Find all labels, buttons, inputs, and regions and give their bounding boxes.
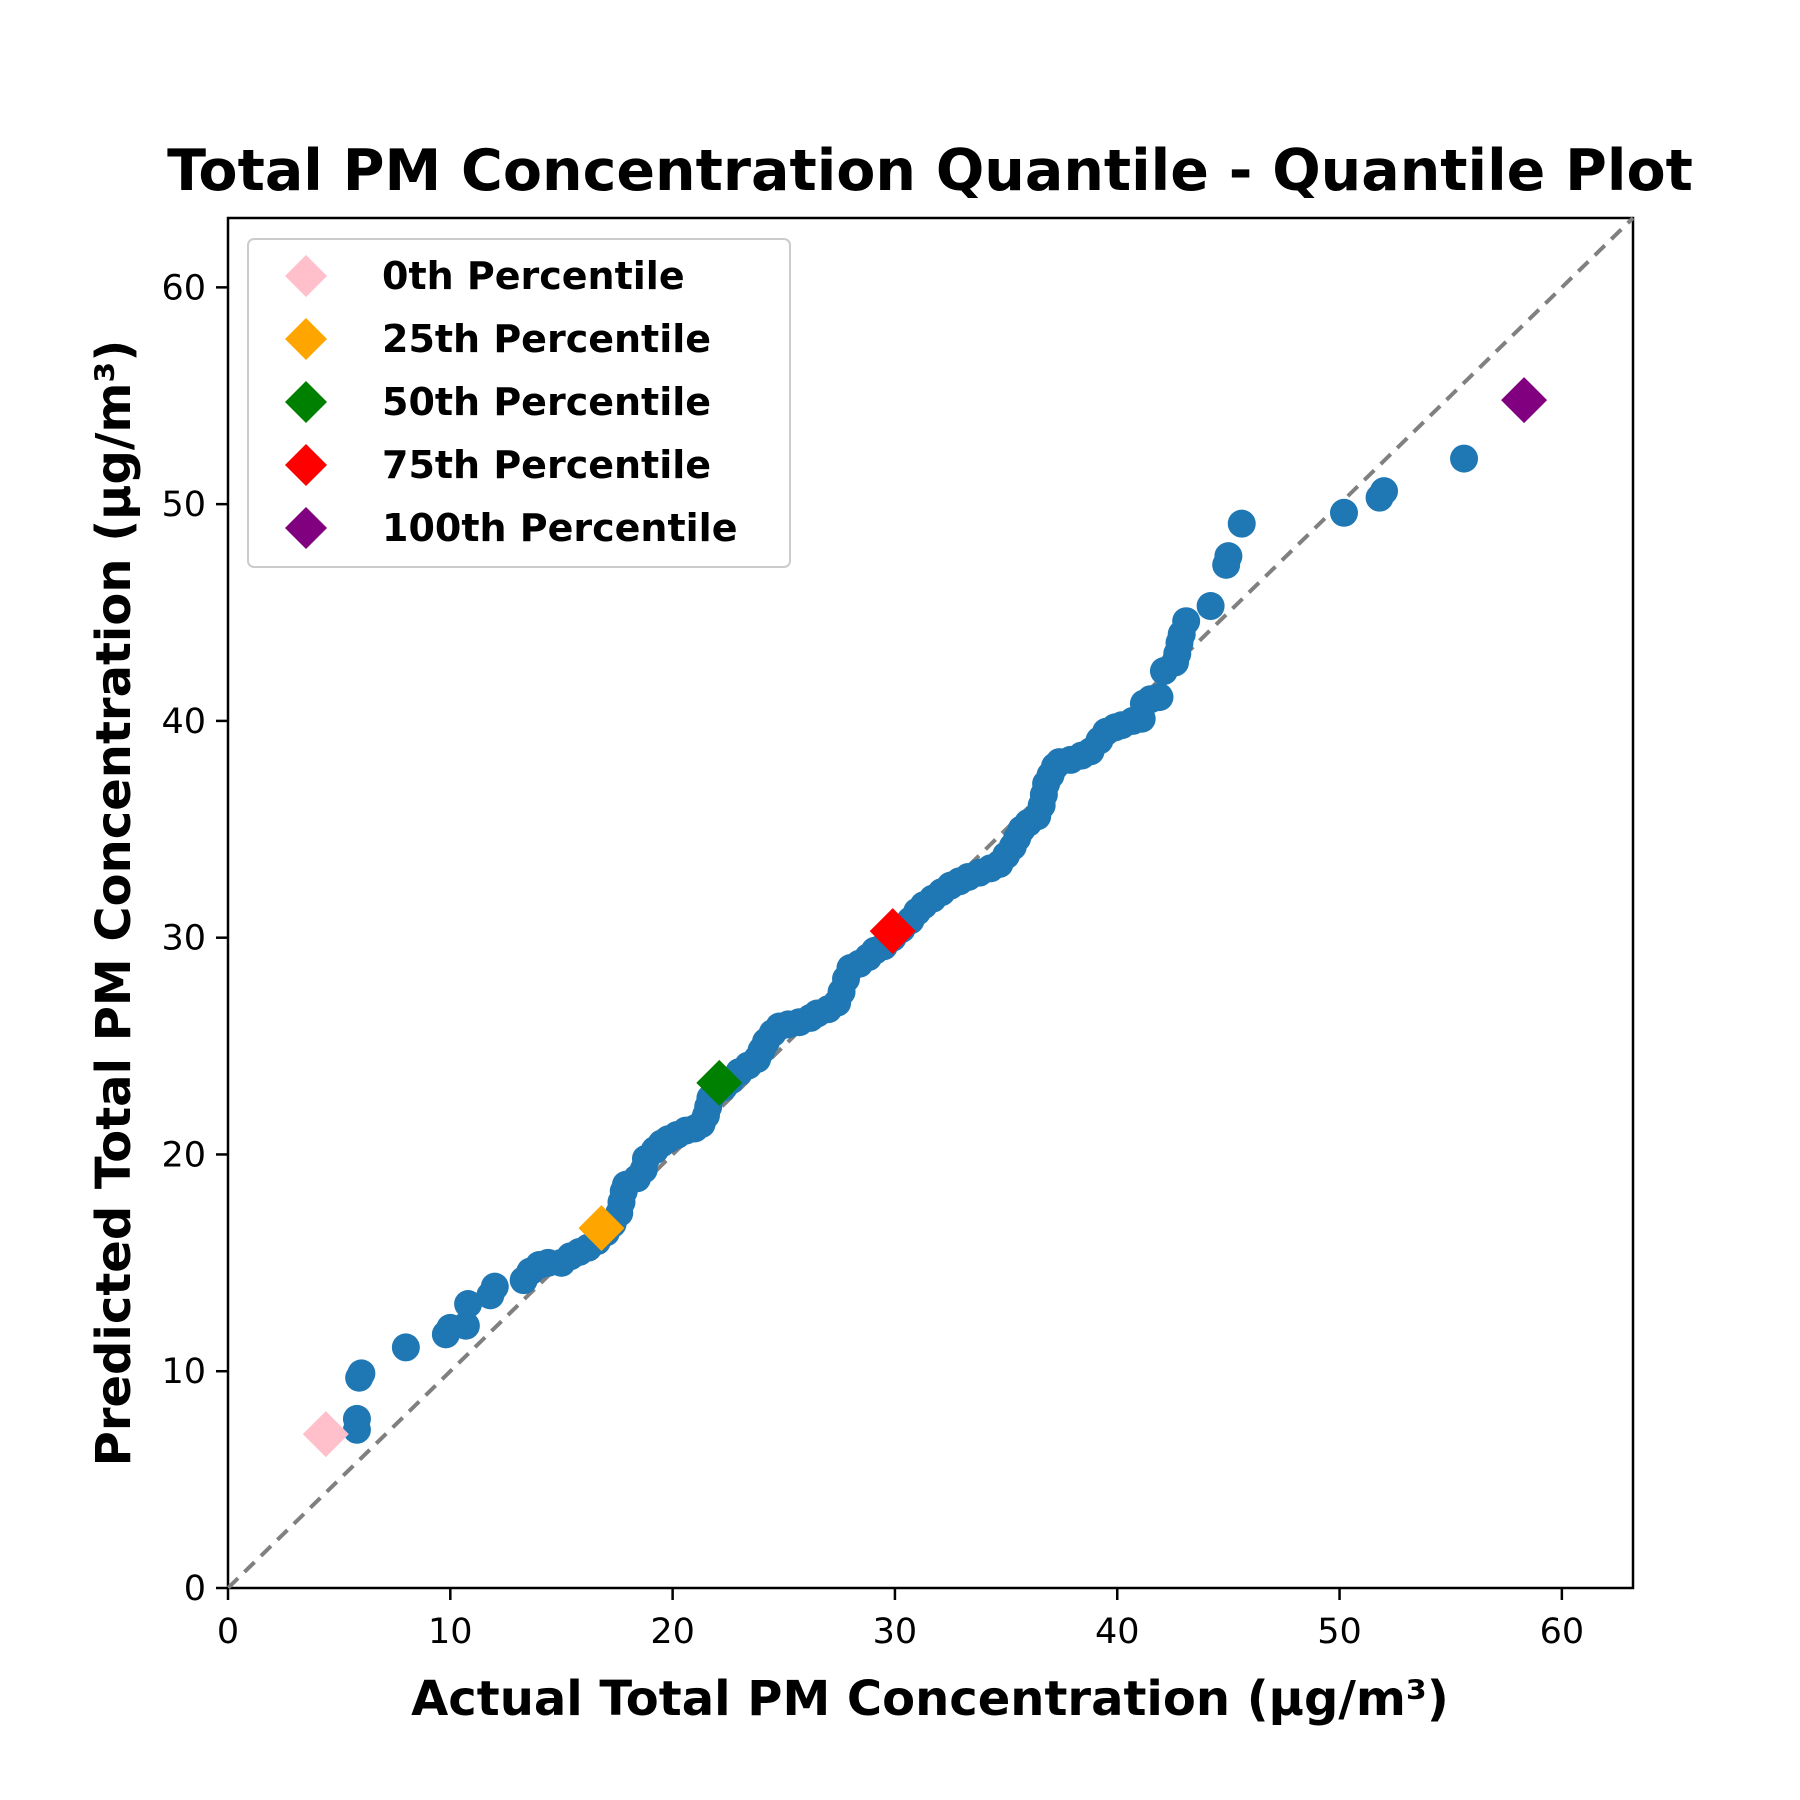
- chart-title: Total PM Concentration Quantile - Quanti…: [167, 138, 1693, 204]
- x-tick-label: 20: [650, 1612, 695, 1652]
- axes-frame: [226, 216, 1635, 1590]
- y-tick-label: 30: [161, 919, 206, 959]
- y-axis-label: Predicted Total PM Concentration (µg/m³): [86, 340, 142, 1467]
- y-axis-ticks: 0 10 20 30 40 50 60: [161, 268, 228, 1609]
- scatter-point: [480, 1272, 509, 1301]
- legend-label: 0th Percentile: [382, 254, 685, 298]
- y-tick-label: 0: [184, 1569, 206, 1609]
- legend-label: 100th Percentile: [382, 506, 737, 550]
- scatter-point: [1450, 444, 1479, 473]
- legend-box: [247, 238, 791, 568]
- x-axis-ticks: 0 10 20 30 40 50 60: [217, 1588, 1584, 1652]
- scatter-point: [342, 1404, 371, 1433]
- legend-label: 25th Percentile: [382, 317, 711, 361]
- reference-line: [226, 216, 1635, 1590]
- scatter-point: [1196, 592, 1225, 621]
- x-tick-label: 60: [1540, 1612, 1585, 1652]
- legend-marker: [285, 318, 327, 360]
- scatter-point: [347, 1359, 376, 1388]
- y-tick-label: 60: [161, 268, 206, 308]
- x-axis-label: Actual Total PM Concentration (µg/m³): [411, 1671, 1449, 1727]
- percentile-marker: [869, 908, 916, 955]
- scatter-point: [1145, 683, 1174, 712]
- percentile-marker: [302, 1411, 349, 1458]
- percentile-markers: [302, 377, 1548, 1458]
- percentile-marker: [696, 1059, 743, 1106]
- legend-marker: [285, 255, 327, 297]
- x-tick-label: 50: [1317, 1612, 1362, 1652]
- x-tick-label: 10: [428, 1612, 473, 1652]
- scatter-point: [1370, 477, 1399, 506]
- plot-area: [226, 216, 1635, 1590]
- scatter-series: [342, 444, 1479, 1444]
- x-tick-label: 40: [1095, 1612, 1140, 1652]
- scatter-point: [454, 1290, 483, 1319]
- scatter-point: [1172, 607, 1201, 636]
- legend-marker: [285, 507, 327, 549]
- legend: 0th Percentile 25th Percentile 50th Percen…: [247, 238, 791, 568]
- y-tick-label: 50: [161, 485, 206, 525]
- x-tick-label: 30: [873, 1612, 918, 1652]
- scatter-point: [1227, 509, 1256, 538]
- scatter-point: [1329, 498, 1358, 527]
- percentile-marker: [578, 1205, 625, 1252]
- scatter-point: [451, 1311, 480, 1340]
- x-tick-label: 0: [217, 1612, 239, 1652]
- y-tick-label: 40: [161, 702, 206, 742]
- y-tick-label: 20: [161, 1135, 206, 1175]
- legend-marker: [285, 381, 327, 423]
- y-tick-label: 10: [161, 1352, 206, 1392]
- scatter-point: [391, 1333, 420, 1362]
- legend-marker: [285, 444, 327, 486]
- legend-label: 50th Percentile: [382, 380, 711, 424]
- percentile-marker: [1501, 377, 1548, 424]
- scatter-point: [1214, 542, 1243, 571]
- legend-label: 75th Percentile: [382, 443, 711, 487]
